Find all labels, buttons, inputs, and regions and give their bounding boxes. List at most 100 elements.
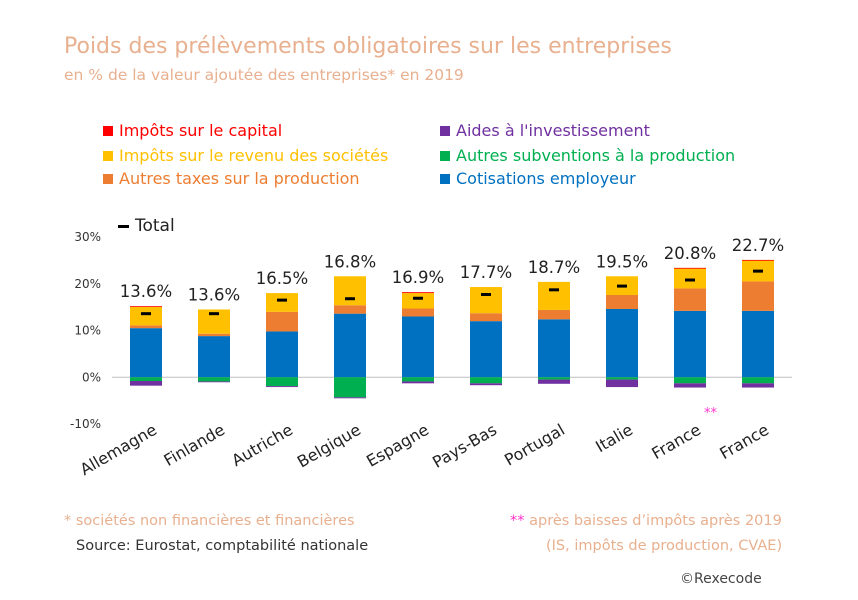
- bar-segment: [470, 377, 502, 384]
- total-value-label: 22.7%: [732, 236, 784, 255]
- y-tick-label: 10%: [74, 324, 101, 338]
- bar-segment: [130, 380, 162, 386]
- legend-aides: Aides à l'investissement: [440, 121, 650, 140]
- bar-segment: [470, 321, 502, 378]
- bar-segment: [674, 310, 706, 378]
- footnote-france-text: après baisses d’impôts après 2019: [529, 513, 782, 529]
- x-category-label: Finlande: [160, 420, 228, 470]
- legend-capital: Impôts sur le capital: [103, 121, 282, 140]
- total-marker: [753, 269, 763, 273]
- legend-cotis: Cotisations employeur: [440, 169, 636, 188]
- bar-segment: [742, 383, 774, 388]
- y-tick-label: 30%: [74, 230, 101, 244]
- x-category-label: Belgique: [294, 420, 364, 471]
- y-tick-label: 0%: [82, 370, 101, 384]
- copyright: ©Rexecode: [680, 571, 762, 587]
- bar-segment: [538, 377, 570, 380]
- total-value-label: 13.6%: [188, 285, 240, 304]
- bar-segment: [538, 319, 570, 378]
- total-marker: [413, 296, 423, 300]
- legend-prod: Autres taxes sur la production: [103, 169, 360, 188]
- bar-segment: [402, 308, 434, 317]
- x-category-marker: **: [704, 406, 718, 421]
- x-category-label: Autriche: [228, 420, 296, 470]
- bar-segment: [470, 383, 502, 386]
- total-marker: [209, 312, 219, 316]
- bar-segment: [470, 287, 502, 314]
- legend-capital-swatch: [103, 125, 113, 136]
- bar-segment: [130, 325, 162, 329]
- legend-is-label: Impôts sur le revenu des sociétés: [119, 146, 389, 165]
- legend-cotis-label: Cotisations employeur: [456, 169, 636, 188]
- bar-segment: [334, 305, 366, 314]
- x-category-label: France: [716, 420, 772, 463]
- bar-segment: [742, 259, 774, 261]
- bar-segment: [266, 311, 298, 332]
- legend-capital-label: Impôts sur le capital: [119, 121, 283, 140]
- bar-segment: [198, 381, 230, 383]
- bar-segment: [334, 397, 366, 399]
- legend-total-marker: [118, 224, 129, 228]
- bar-segment: [606, 308, 638, 378]
- legend-subv-label: Autres subventions à la production: [456, 146, 736, 165]
- bar-segment: [130, 306, 162, 326]
- bar-segment: [742, 281, 774, 311]
- bar-segment: [402, 377, 434, 382]
- bar-segment: [266, 293, 298, 312]
- legend-subv: Autres subventions à la production: [440, 146, 735, 165]
- legend-total: Total: [118, 216, 175, 236]
- bar-segment: [402, 292, 434, 294]
- bar-segment: [198, 333, 230, 337]
- total-value-label: 20.8%: [664, 244, 716, 263]
- bar-segment: [674, 377, 706, 384]
- bar-segment: [538, 281, 570, 310]
- bar-segment: [538, 309, 570, 320]
- legend-aides-label: Aides à l'investissement: [456, 121, 650, 140]
- y-tick-label: -10%: [70, 417, 101, 431]
- total-value-label: 13.6%: [120, 282, 172, 301]
- footnote-france-star: ** après baisses d’impôts après 2019: [510, 513, 782, 529]
- bar-segment: [130, 377, 162, 381]
- bar-segment: [606, 377, 638, 380]
- total-marker: [549, 288, 559, 292]
- total-marker: [141, 312, 151, 316]
- legend-total-label: Total: [135, 216, 175, 236]
- total-marker: [481, 293, 491, 297]
- x-category-label: Pays-Bas: [429, 420, 500, 472]
- bar-segment: [266, 386, 298, 388]
- bar-segment: [470, 313, 502, 322]
- total-value-label: 19.5%: [596, 252, 648, 271]
- legend-is: Impôts sur le revenu des sociétés: [103, 146, 388, 165]
- legend-prod-swatch: [103, 173, 113, 184]
- bar-segment: [674, 268, 706, 289]
- bar-segment: [402, 381, 434, 384]
- bar-segment: [198, 377, 230, 382]
- bar-segment: [198, 336, 230, 378]
- total-marker: [277, 298, 287, 302]
- bar-segment: [742, 377, 774, 384]
- bar-segment: [674, 383, 706, 388]
- total-marker: [345, 297, 355, 301]
- legend-prod-label: Autres taxes sur la production: [119, 169, 360, 188]
- legend-cotis-swatch: [440, 173, 450, 184]
- bar-segment: [674, 288, 706, 311]
- bar-segment: [742, 310, 774, 378]
- chart-subtitle: en % de la valeur ajoutée des entreprise…: [64, 66, 464, 84]
- bar-segment: [334, 377, 366, 398]
- bar-segment: [402, 293, 434, 309]
- legend-is-swatch: [103, 150, 113, 161]
- x-category-label: Espagne: [363, 420, 432, 471]
- x-category-label: Italie: [592, 420, 636, 456]
- bar-segment: [266, 377, 298, 387]
- bar-segment: [538, 379, 570, 384]
- y-tick-label: 20%: [74, 277, 101, 291]
- bar-segment: [266, 331, 298, 378]
- total-value-label: 18.7%: [528, 258, 580, 277]
- bar-segment: [606, 379, 638, 388]
- x-category-label: Portugal: [501, 420, 568, 470]
- footnote-france-detail: (IS, impôts de production, CVAE): [546, 538, 783, 554]
- total-marker: [617, 284, 627, 288]
- bar-segment: [674, 267, 706, 269]
- x-category-label: France: [648, 420, 704, 463]
